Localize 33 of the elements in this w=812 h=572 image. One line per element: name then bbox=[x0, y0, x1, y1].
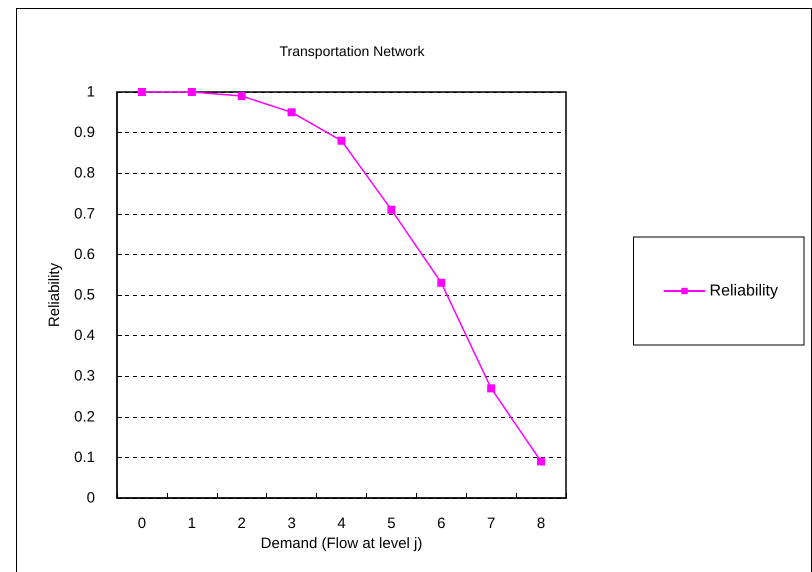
point bbox=[487, 384, 496, 392]
point bbox=[437, 278, 446, 287]
y-tick-label: 0.8 bbox=[74, 164, 95, 182]
y-tick-label: 1 bbox=[86, 84, 95, 100]
x-tick-label: 4 bbox=[337, 515, 346, 532]
point bbox=[537, 457, 546, 466]
point bbox=[188, 88, 196, 96]
x-tick-label: 6 bbox=[437, 515, 446, 532]
x-tick-label: 8 bbox=[536, 515, 546, 532]
x-axis-title: Demand (Flow at level j) bbox=[260, 535, 422, 552]
y-tick-label: 0.4 bbox=[74, 327, 95, 344]
y-tick-label: 0.7 bbox=[74, 205, 95, 222]
point bbox=[338, 136, 346, 145]
x-tick-label: 3 bbox=[287, 515, 296, 532]
y-tick-label: 0.2 bbox=[74, 408, 95, 426]
x-tick-label: 1 bbox=[188, 515, 196, 532]
x-tick-label: 0 bbox=[138, 515, 146, 532]
y-tick-label: 0 bbox=[86, 490, 95, 506]
y-axis-title: Reliability bbox=[46, 262, 63, 328]
y-tick-label: 0.9 bbox=[74, 124, 95, 142]
y-tick-label: 0.1 bbox=[74, 448, 95, 466]
x-tick-label: 2 bbox=[238, 515, 246, 532]
x-tick-label: 7 bbox=[486, 515, 496, 532]
legend-label: Reliability bbox=[710, 282, 778, 300]
point bbox=[238, 92, 246, 100]
chart-title: Transportation Network bbox=[280, 43, 426, 59]
point bbox=[138, 88, 146, 96]
y-tick-label: 0.3 bbox=[74, 368, 95, 385]
y-tick-label: 0.6 bbox=[74, 246, 95, 263]
x-tick-label: 5 bbox=[387, 515, 396, 532]
point bbox=[387, 206, 396, 214]
y-tick-label: 0.5 bbox=[74, 286, 95, 304]
point bbox=[288, 108, 296, 116]
